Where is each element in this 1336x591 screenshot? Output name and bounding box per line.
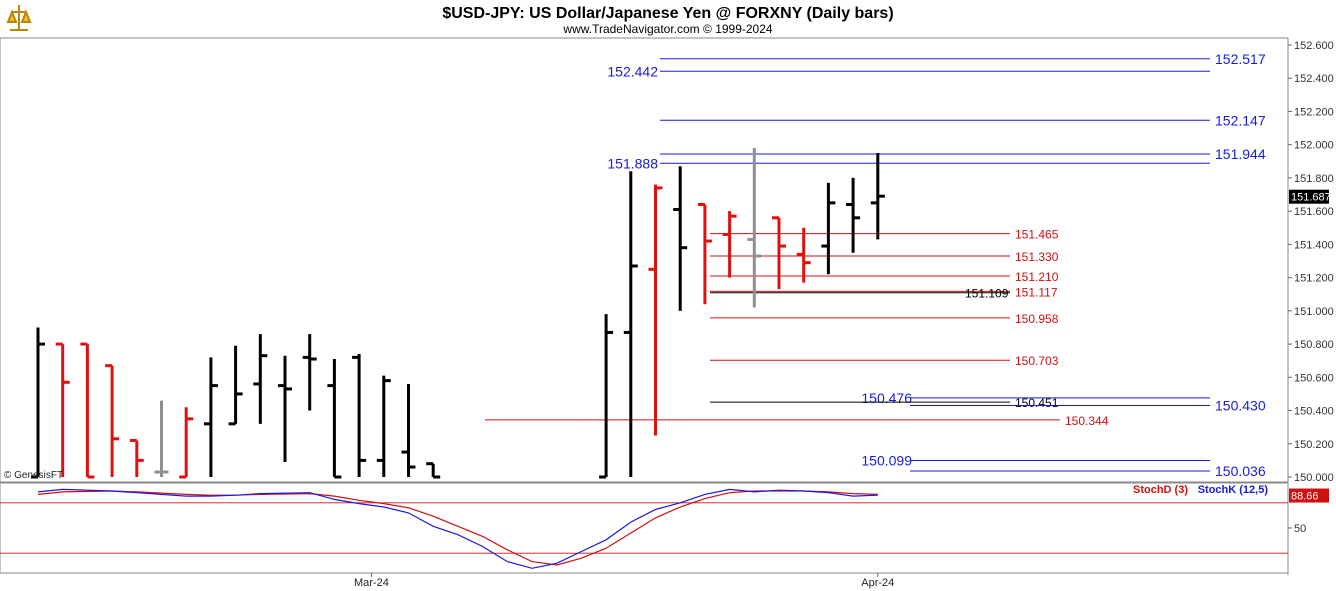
- price-tick-label: 151.800: [1294, 173, 1334, 185]
- ohlc-bar: [599, 314, 614, 479]
- ohlc-bar: [80, 342, 95, 479]
- ohlc-bar: [648, 184, 663, 436]
- date-label: Apr-24: [861, 577, 894, 589]
- ohlc-bar: [352, 354, 367, 477]
- stoch-last-value: 88.66: [1291, 491, 1319, 503]
- ohlc-bar: [870, 153, 885, 240]
- trade-navigator-logo-icon: [4, 3, 34, 33]
- ohlc-bar: [253, 334, 268, 424]
- stochd-label: StochD (3): [1133, 484, 1188, 496]
- level-label: 150.344: [1065, 414, 1109, 428]
- level-label: 151.888: [607, 155, 658, 171]
- ohlc-bar: [376, 375, 391, 477]
- ohlc-bar: [278, 355, 292, 463]
- price-tick-label: 151.000: [1294, 306, 1334, 318]
- chart-subtitle: www.TradeNavigator.com © 1999-2024: [562, 22, 772, 36]
- price-tick-label: 152.400: [1294, 73, 1334, 85]
- copyright: © GenesisFT: [4, 470, 63, 481]
- last-price-badge: 151.687: [1289, 189, 1331, 204]
- price-tick-label: 150.200: [1294, 439, 1334, 451]
- ohlc-bar: [846, 177, 861, 253]
- level-label: 150.451: [1015, 396, 1059, 410]
- stochk-label: StochK (12,5): [1198, 484, 1269, 496]
- chart-title: $USD-JPY: US Dollar/Japanese Yen @ FORXN…: [442, 5, 893, 22]
- level-label: 152.517: [1215, 51, 1266, 67]
- ohlc-bar: [796, 227, 811, 283]
- price-tick-label: 151.600: [1294, 206, 1334, 218]
- level-label: 151.210: [1015, 270, 1059, 284]
- price-tick-label: 150.800: [1294, 339, 1334, 351]
- ohlc-bar: [327, 359, 342, 479]
- level-label: 150.703: [1015, 354, 1059, 368]
- date-axis: Mar-24 Apr-24: [354, 573, 894, 589]
- level-label: 151.330: [1015, 250, 1059, 264]
- level-label: 150.476: [861, 390, 912, 406]
- ohlc-bar: [426, 462, 441, 479]
- stoch-last-box: [1289, 488, 1329, 503]
- ohlc-bar: [697, 203, 712, 305]
- ohlc-bar: [302, 334, 317, 411]
- stoch-tick-label: 50: [1294, 523, 1306, 535]
- ohlc-bar: [722, 211, 737, 278]
- ohlc-bar: [31, 327, 45, 479]
- price-tick-label: 152.000: [1294, 140, 1334, 152]
- price-panel: [0, 37, 1289, 483]
- level-label: 150.099: [861, 453, 912, 469]
- last-price-value: 151.687: [1291, 192, 1331, 204]
- price-levels: 152.517 152.442 152.147 151.944 151.888 151.4…: [485, 51, 1266, 479]
- ohlc-bar: [401, 383, 416, 477]
- ohlc-bar: [203, 357, 218, 477]
- price-tick-label: 150.600: [1294, 372, 1334, 384]
- level-label: 151.944: [1215, 146, 1266, 162]
- ohlc-bar: [154, 400, 169, 477]
- date-label: Mar-24: [354, 577, 389, 589]
- ohlc-bar: [821, 182, 836, 275]
- ohlc-bars: [31, 148, 885, 479]
- ohlc-bar: [55, 342, 70, 477]
- ohlc-bar: [673, 166, 688, 311]
- level-label: 151.465: [1015, 228, 1059, 242]
- level-label: 150.430: [1215, 398, 1266, 414]
- ohlc-bar: [772, 216, 786, 290]
- level-label: 151.117: [1015, 285, 1058, 299]
- price-tick-label: 152.200: [1294, 106, 1334, 118]
- price-tick-label: 150.400: [1294, 406, 1334, 418]
- price-tick-label: 151.400: [1294, 239, 1334, 251]
- stochk-line: [37, 488, 878, 569]
- price-axis: 152.600 152.400 152.200 152.000 151.800 151.6…: [1288, 40, 1334, 484]
- level-label: 150.958: [1015, 312, 1059, 326]
- ohlc-bar: [179, 407, 194, 479]
- ohlc-bar: [747, 148, 762, 308]
- level-label: 151.109: [965, 287, 1009, 301]
- price-tick-label: 150.000: [1294, 472, 1334, 484]
- price-tick-label: 151.200: [1294, 273, 1334, 285]
- level-label: 150.036: [1215, 463, 1266, 479]
- level-label: 152.147: [1215, 112, 1266, 128]
- price-tick-label: 152.600: [1294, 40, 1334, 52]
- ohlc-bar: [623, 171, 638, 477]
- stochastic-indicator: 50 88.66: [0, 488, 1329, 569]
- level-label: 152.442: [607, 63, 658, 79]
- ohlc-bar: [129, 438, 144, 477]
- last-price-box: [1289, 189, 1329, 204]
- ohlc-bar: [105, 364, 120, 477]
- ohlc-bar: [228, 345, 243, 426]
